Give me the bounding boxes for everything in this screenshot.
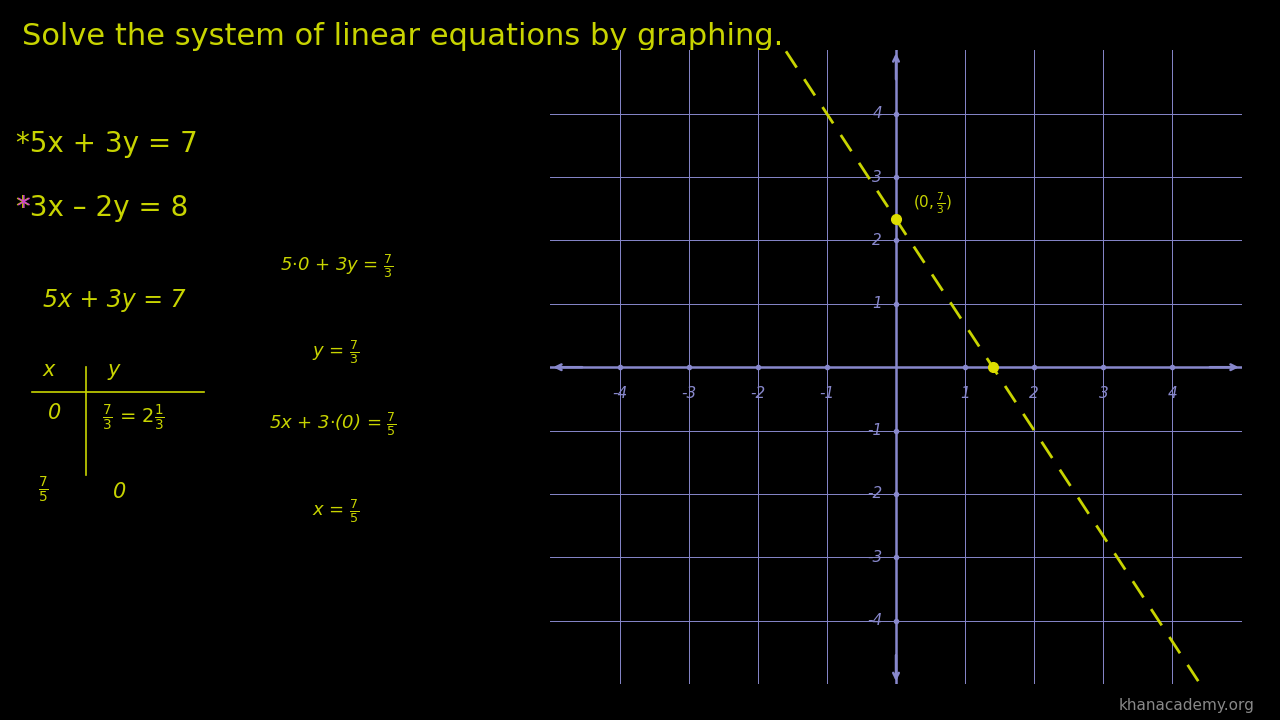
Text: 1: 1 [960, 386, 970, 401]
Text: 2: 2 [1029, 386, 1039, 401]
Text: $(0,\frac{7}{3})$: $(0,\frac{7}{3})$ [914, 191, 952, 216]
Text: 0: 0 [49, 403, 61, 423]
Text: -3: -3 [867, 550, 882, 564]
Text: 5x + 3$\cdot$(0) = $\frac{7}{5}$: 5x + 3$\cdot$(0) = $\frac{7}{5}$ [269, 410, 397, 438]
Text: x: x [44, 360, 55, 380]
Text: *3x – 2y = 8: *3x – 2y = 8 [17, 194, 188, 222]
Text: -4: -4 [867, 613, 882, 628]
Text: $\frac{7}{5}$: $\frac{7}{5}$ [37, 475, 49, 505]
Text: -2: -2 [867, 487, 882, 501]
Text: y = $\frac{7}{3}$: y = $\frac{7}{3}$ [312, 338, 360, 366]
Text: y: y [108, 360, 120, 380]
Text: *: * [17, 194, 29, 222]
Text: x = $\frac{7}{5}$: x = $\frac{7}{5}$ [312, 497, 360, 525]
Text: Solve the system of linear equations by graphing.: Solve the system of linear equations by … [22, 22, 783, 50]
Text: -4: -4 [612, 386, 627, 401]
Text: 3: 3 [1098, 386, 1108, 401]
Text: khanacademy.org: khanacademy.org [1119, 698, 1254, 713]
Text: 2: 2 [873, 233, 882, 248]
Text: 3: 3 [873, 170, 882, 184]
Text: 4: 4 [1167, 386, 1178, 401]
Text: 0: 0 [113, 482, 127, 503]
Text: -2: -2 [750, 386, 765, 401]
Text: -1: -1 [819, 386, 835, 401]
Text: 1: 1 [873, 297, 882, 311]
Text: 4: 4 [873, 107, 882, 121]
Text: -3: -3 [681, 386, 696, 401]
Text: $\frac{7}{3}$ = 2$\frac{1}{3}$: $\frac{7}{3}$ = 2$\frac{1}{3}$ [102, 403, 165, 433]
Text: 5$\cdot$0 + 3y = $\frac{7}{3}$: 5$\cdot$0 + 3y = $\frac{7}{3}$ [279, 252, 393, 280]
Text: 5x + 3y = 7: 5x + 3y = 7 [44, 288, 186, 312]
Text: -1: -1 [867, 423, 882, 438]
Text: *5x + 3y = 7: *5x + 3y = 7 [17, 130, 198, 158]
